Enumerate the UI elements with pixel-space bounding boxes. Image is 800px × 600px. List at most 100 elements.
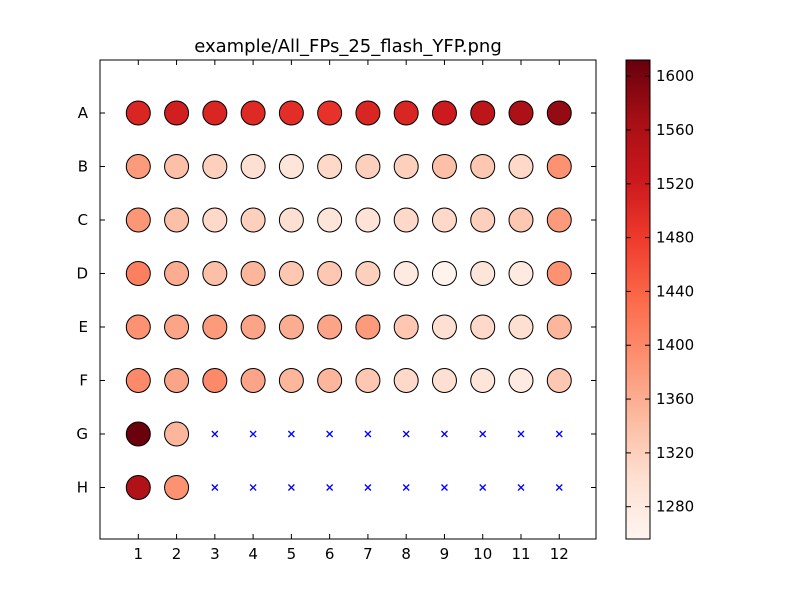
- well-point: [317, 100, 343, 126]
- well-point: [393, 207, 419, 233]
- y-tick-label: F: [79, 372, 88, 390]
- well-point: [470, 368, 496, 393]
- well-point: [317, 368, 343, 393]
- well-point: [125, 421, 151, 447]
- well-point: [202, 314, 228, 340]
- well-point: [393, 314, 419, 340]
- well-point: [164, 314, 190, 340]
- well-point: [546, 207, 572, 233]
- colorbar-tick-label: 1360: [656, 390, 694, 408]
- well-point: [278, 154, 304, 179]
- well-point: [164, 154, 190, 179]
- well-point: [202, 100, 228, 126]
- well-point: [278, 100, 304, 126]
- well-point: [431, 368, 457, 393]
- well-point: [317, 314, 343, 340]
- missing-well-marker: [326, 430, 334, 438]
- well-point: [508, 100, 534, 126]
- colorbar-tick-label: 1600: [656, 67, 694, 85]
- well-point: [431, 261, 457, 286]
- well-point: [278, 368, 304, 393]
- well-point: [393, 368, 419, 393]
- well-point: [470, 207, 496, 233]
- missing-well-marker: [517, 430, 525, 438]
- well-point: [355, 207, 381, 233]
- well-point: [202, 207, 228, 233]
- x-tick-label: 2: [172, 545, 182, 563]
- colorbar-tick-label: 1520: [656, 175, 694, 193]
- well-point: [164, 421, 190, 447]
- well-point: [240, 368, 266, 393]
- y-tick-label: E: [79, 318, 88, 336]
- y-tick-label: D: [76, 265, 88, 283]
- well-point: [240, 207, 266, 233]
- well-point: [470, 154, 496, 179]
- missing-well-marker: [479, 430, 487, 438]
- well-point: [317, 154, 343, 179]
- well-point: [546, 368, 572, 393]
- well-point: [508, 368, 534, 393]
- y-axis-ticks: A B C D E F G H: [76, 104, 596, 497]
- missing-well-marker: [249, 484, 257, 491]
- well-point: [125, 475, 151, 500]
- well-point: [546, 154, 572, 179]
- well-point: [240, 100, 266, 126]
- missing-well-marker: [555, 484, 563, 491]
- x-tick-label: 11: [511, 545, 530, 563]
- missing-well-marker: [249, 430, 257, 438]
- well-point: [431, 207, 457, 233]
- well-point: [202, 261, 228, 286]
- y-tick-label: A: [78, 104, 89, 122]
- well-point: [202, 368, 228, 393]
- well-point: [355, 314, 381, 340]
- well-point: [355, 100, 381, 126]
- plate-wells: [125, 100, 572, 500]
- y-tick-label: C: [78, 211, 88, 229]
- well-point: [164, 261, 190, 286]
- x-tick-label: 5: [287, 545, 297, 563]
- colorbar: [625, 59, 651, 540]
- well-point: [164, 368, 190, 393]
- well-point: [546, 261, 572, 286]
- well-point: [125, 100, 151, 126]
- well-point: [164, 207, 190, 233]
- well-point: [240, 314, 266, 340]
- well-point: [355, 154, 381, 179]
- colorbar-tick-label: 1400: [656, 336, 694, 354]
- well-point: [393, 100, 419, 126]
- well-point: [164, 100, 190, 126]
- well-point: [393, 261, 419, 286]
- well-point: [240, 154, 266, 179]
- well-point: [202, 154, 228, 179]
- well-point: [278, 207, 304, 233]
- well-point: [278, 314, 304, 340]
- x-tick-label: 7: [363, 545, 373, 563]
- well-point: [317, 261, 343, 286]
- missing-well-marker: [479, 484, 487, 491]
- colorbar-ticks: 1280 1320 1360 1400 1440 1480 1520 1560 1600: [626, 67, 694, 516]
- missing-well-marker: [364, 484, 372, 491]
- well-point: [240, 261, 266, 286]
- x-tick-label: 1: [134, 545, 144, 563]
- well-point: [508, 154, 534, 179]
- missing-well-marker: [555, 430, 563, 438]
- missing-well-marker: [211, 430, 219, 438]
- colorbar-tick-label: 1280: [656, 498, 694, 516]
- well-point: [431, 314, 457, 340]
- missing-well-marker: [287, 484, 295, 491]
- missing-well-marker: [364, 430, 372, 438]
- x-axis-ticks: 1 2 3 4 5 6 7 8 9 10 11 12: [134, 60, 569, 563]
- well-point: [546, 314, 572, 340]
- y-tick-label: G: [76, 425, 88, 443]
- colorbar-tick-label: 1440: [656, 282, 694, 300]
- x-tick-label: 9: [440, 545, 450, 563]
- well-point: [470, 314, 496, 340]
- well-point: [164, 475, 190, 500]
- plot-area-frame: [99, 59, 597, 540]
- missing-well-marker: [517, 484, 525, 491]
- well-point: [431, 154, 457, 179]
- missing-well-marker: [441, 430, 448, 438]
- well-point: [278, 261, 304, 286]
- x-tick-label: 3: [210, 545, 220, 563]
- well-point: [355, 261, 381, 286]
